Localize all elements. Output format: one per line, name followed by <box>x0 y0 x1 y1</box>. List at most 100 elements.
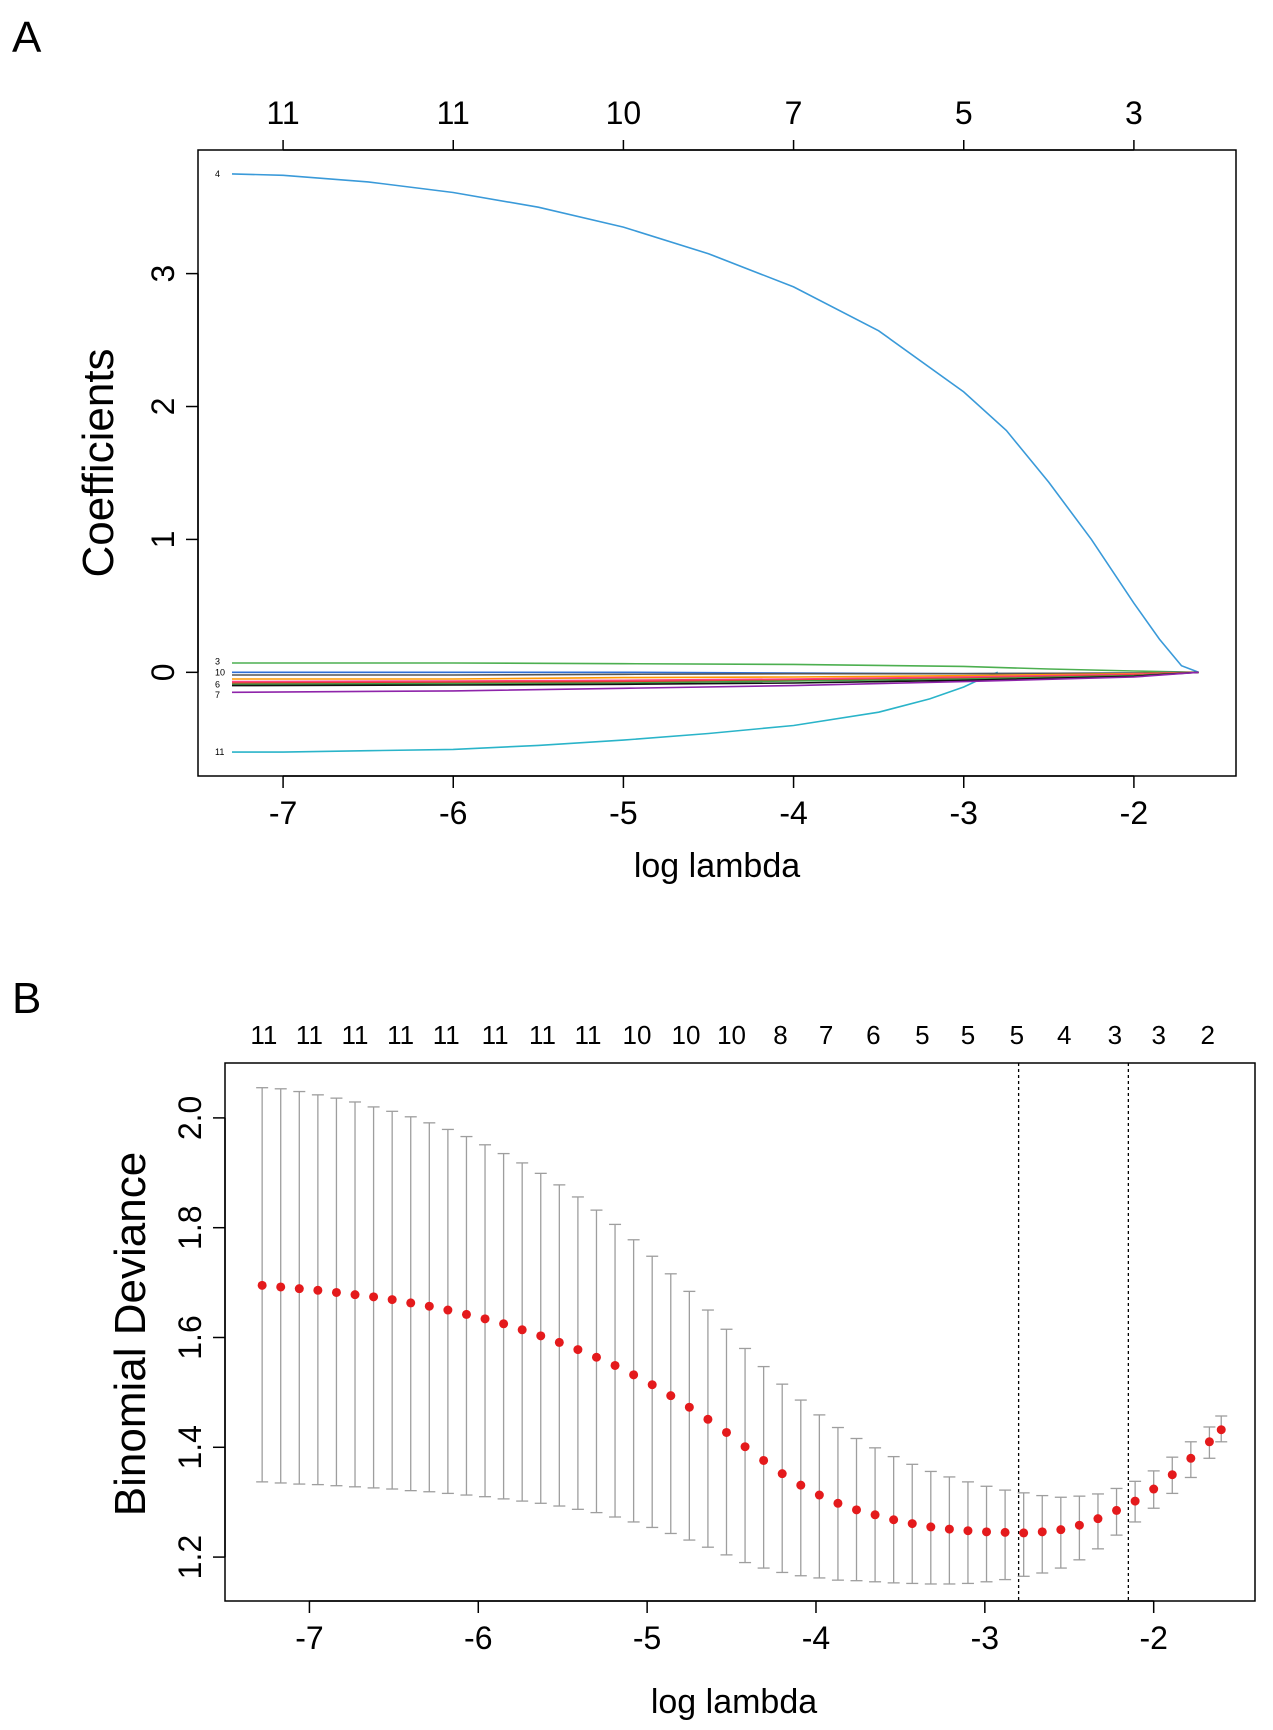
panel-b-x-axis: -7 -6 -5 -4 -3 -2 <box>295 1600 1168 1656</box>
panel-b-x-axis-title: log lambda <box>651 1683 817 1721</box>
x-tick-label: -6 <box>464 1620 492 1656</box>
top-tick-label: 11 <box>433 1020 460 1050</box>
panel-a-x-axis: -7 -6 -5 -4 -3 -2 <box>269 775 1148 831</box>
deviance-point <box>1112 1505 1122 1515</box>
deviance-point <box>1130 1496 1140 1506</box>
error-bar <box>739 1347 752 1564</box>
deviance-point <box>721 1427 731 1437</box>
deviance-point <box>1074 1520 1084 1530</box>
top-tick-label: 2 <box>1200 1020 1214 1050</box>
deviance-point <box>1000 1527 1010 1537</box>
x-tick-label: -2 <box>1120 795 1148 831</box>
y-tick-label: 1.6 <box>172 1315 208 1359</box>
deviance-point <box>294 1284 304 1294</box>
deviance-point <box>814 1490 824 1500</box>
error-bar <box>664 1273 677 1535</box>
top-tick-label: 3 <box>1152 1020 1166 1050</box>
top-tick-label: 4 <box>1057 1020 1071 1050</box>
top-tick-label: 6 <box>866 1020 880 1050</box>
deviance-point <box>536 1331 546 1341</box>
top-tick-label: 7 <box>819 1020 833 1050</box>
error-bar <box>609 1223 622 1518</box>
panel-a-y-axis-title: Coefficients <box>74 348 123 577</box>
y-tick-label: 2 <box>145 398 181 416</box>
coefficient-path-11 <box>232 671 999 753</box>
curve-label: 3 <box>215 657 220 667</box>
deviance-point <box>276 1282 286 1292</box>
deviance-point <box>1056 1525 1066 1535</box>
top-tick-label: 11 <box>266 95 299 131</box>
deviance-point <box>499 1319 509 1329</box>
panel-a-label: A <box>12 13 42 62</box>
curve-label: 10 <box>215 667 225 677</box>
y-tick-label: 2.0 <box>172 1096 208 1140</box>
x-tick-label: -2 <box>1139 1620 1167 1656</box>
deviance-point <box>666 1391 676 1401</box>
error-bar <box>757 1365 770 1569</box>
y-tick-label: 1.8 <box>172 1205 208 1249</box>
top-tick-label: 11 <box>387 1020 414 1050</box>
top-tick-label: 5 <box>961 1020 975 1050</box>
deviance-point <box>740 1442 750 1452</box>
panel-b: B -7 -6 -5 -4 -3 -2 1.21.41.61.82.0 11 11 11 11 1… <box>12 974 1256 1721</box>
panel-b-y-axis: 1.2 1.4 1.6 1.8 2.0 <box>172 1096 226 1579</box>
top-tick-label: 11 <box>529 1020 556 1050</box>
top-tick-label: 8 <box>773 1020 787 1050</box>
deviance-point <box>833 1498 843 1508</box>
deviance-point <box>796 1480 806 1490</box>
panel-b-error-bars <box>256 1087 1228 1585</box>
error-bar <box>683 1290 696 1541</box>
deviance-point <box>443 1305 453 1315</box>
deviance-point <box>554 1337 564 1347</box>
deviance-point <box>257 1280 267 1290</box>
curve-label: 7 <box>215 690 220 700</box>
top-tick-label: 11 <box>250 1020 277 1050</box>
y-tick-label: 1.2 <box>172 1535 208 1579</box>
top-tick-label: 10 <box>717 1020 746 1050</box>
error-bar <box>720 1328 733 1556</box>
x-tick-label: -5 <box>633 1620 661 1656</box>
deviance-point <box>461 1309 471 1319</box>
top-tick-label: 11 <box>575 1020 602 1050</box>
error-bar <box>627 1239 640 1523</box>
top-tick-label: 5 <box>1010 1020 1024 1050</box>
top-tick-label: 3 <box>1108 1020 1122 1050</box>
deviance-point <box>1216 1425 1226 1435</box>
deviance-point <box>944 1524 954 1534</box>
coefficient-path-4 <box>231 173 1199 674</box>
deviance-point <box>517 1325 527 1335</box>
x-tick-label: -3 <box>971 1620 999 1656</box>
x-tick-label: -7 <box>295 1620 323 1656</box>
deviance-point <box>1093 1514 1103 1524</box>
panel-a-y-axis: 0 1 2 3 <box>145 265 199 681</box>
top-tick-label: 11 <box>342 1020 369 1050</box>
deviance-point <box>647 1380 657 1390</box>
panel-a-x-axis-title: log lambda <box>634 847 800 885</box>
deviance-point <box>870 1510 880 1520</box>
panel-b-label: B <box>12 974 41 1023</box>
deviance-point <box>926 1522 936 1532</box>
y-tick-label: 1 <box>145 531 181 549</box>
curve-label: 6 <box>215 679 220 689</box>
deviance-point <box>982 1527 992 1537</box>
deviance-point <box>777 1469 787 1479</box>
top-tick-label: 3 <box>1125 95 1143 131</box>
x-tick-label: -4 <box>779 795 807 831</box>
deviance-point <box>907 1519 917 1529</box>
panel-b-y-axis-title: Binomial Deviance <box>106 1152 155 1516</box>
deviance-point <box>573 1345 583 1355</box>
error-bar <box>701 1309 714 1548</box>
y-tick-label: 3 <box>145 265 181 283</box>
deviance-point <box>684 1402 694 1412</box>
deviance-point <box>313 1285 323 1295</box>
x-tick-label: -6 <box>439 795 467 831</box>
error-bar <box>776 1383 789 1574</box>
panel-b-lambda-lines <box>1017 1063 1130 1601</box>
x-tick-label: -7 <box>269 795 297 831</box>
error-bar <box>646 1255 659 1529</box>
deviance-point <box>331 1287 341 1297</box>
curve-label: 4 <box>215 169 220 179</box>
deviance-point <box>480 1314 490 1324</box>
deviance-point <box>1204 1437 1214 1447</box>
